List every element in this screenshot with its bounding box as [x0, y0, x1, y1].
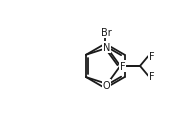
Text: F: F: [149, 71, 155, 81]
Text: F: F: [149, 52, 155, 62]
Text: Br: Br: [101, 28, 112, 38]
Text: O: O: [103, 80, 110, 90]
Text: N: N: [103, 43, 110, 53]
Text: F: F: [120, 61, 126, 71]
